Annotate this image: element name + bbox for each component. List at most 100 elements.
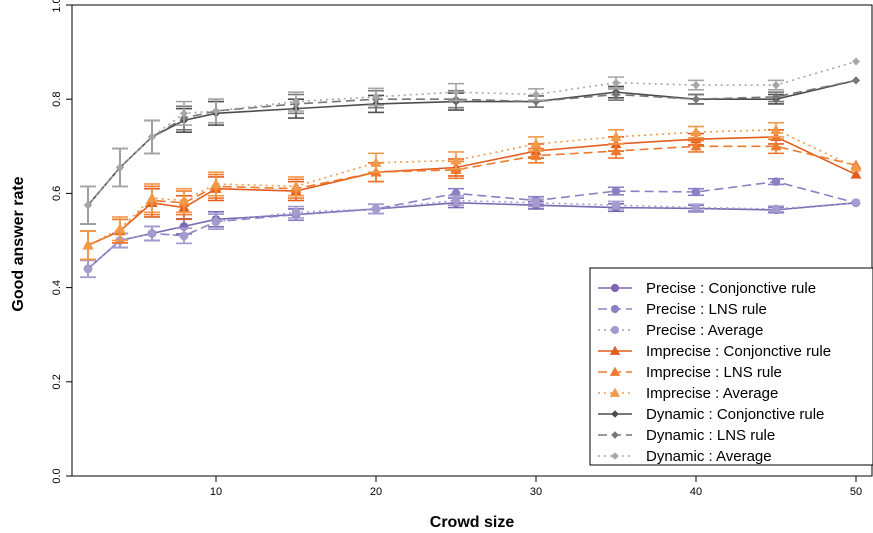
y-tick-label: 0.8	[51, 92, 63, 107]
legend-label: Precise : LNS rule	[646, 301, 767, 318]
legend-box	[589, 267, 873, 466]
series-line	[87, 60, 857, 206]
data-point-marker	[610, 131, 622, 142]
y-tick-label: 0.4	[51, 280, 63, 295]
legend-entry: Precise : LNS rule	[598, 301, 767, 318]
legend-entry: Precise : Conjonctive rule	[598, 280, 816, 297]
legend-label: Dynamic : LNS rule	[646, 427, 775, 444]
data-point-marker	[180, 109, 188, 118]
x-tick-label: 30	[530, 486, 542, 498]
data-point-marker	[852, 57, 860, 66]
series-0	[80, 197, 861, 279]
data-point-marker	[611, 186, 621, 196]
legend-label: Imprecise : LNS rule	[646, 364, 782, 381]
data-point-marker	[612, 90, 620, 99]
data-point-marker	[452, 88, 460, 97]
data-point-marker	[771, 177, 781, 186]
legend-entry: Imprecise : Average	[598, 385, 778, 402]
data-point-marker	[210, 178, 222, 189]
data-point-marker	[690, 140, 702, 151]
plot-frame	[71, 4, 873, 477]
data-point-marker	[691, 203, 701, 212]
legend-entry: Dynamic : Average	[598, 448, 772, 465]
data-point-marker	[82, 239, 94, 250]
legend-label: Precise : Average	[646, 322, 763, 339]
data-point-marker	[692, 95, 700, 104]
data-point-marker	[530, 138, 542, 149]
data-point-marker	[532, 90, 540, 99]
data-point-marker	[211, 217, 221, 226]
data-point-marker	[84, 201, 92, 210]
data-point-marker	[83, 264, 93, 274]
data-point-marker	[148, 132, 156, 141]
data-point-marker	[772, 92, 780, 101]
data-point-marker	[610, 325, 620, 335]
series-1	[80, 177, 861, 279]
series-8	[80, 57, 860, 225]
data-point-marker	[691, 187, 701, 197]
series-line	[87, 199, 857, 270]
y-tick-label: 0.6	[51, 186, 63, 201]
data-point-marker	[530, 150, 542, 160]
series-5	[80, 121, 862, 261]
data-point-marker	[292, 97, 300, 106]
data-point-marker	[450, 154, 462, 165]
data-point-marker	[370, 157, 382, 167]
data-point-marker	[850, 169, 862, 179]
data-point-marker	[291, 207, 301, 217]
legend-label: Dynamic : Conjonctive rule	[646, 406, 824, 423]
data-point-marker	[609, 345, 621, 355]
series-line	[87, 202, 857, 270]
legend-label: Dynamic : Average	[646, 448, 772, 465]
y-tick-label: 0.2	[51, 374, 63, 389]
data-point-marker	[610, 283, 620, 293]
data-point-marker	[611, 200, 621, 210]
data-point-marker	[531, 198, 541, 208]
data-point-marker	[770, 124, 782, 134]
data-point-marker	[690, 126, 702, 137]
data-point-marker	[611, 431, 619, 439]
data-point-marker	[116, 163, 124, 172]
x-tick-label: 20	[370, 486, 382, 498]
data-point-marker	[772, 81, 780, 90]
y-axis-title: Good answer rate	[10, 176, 27, 311]
series-line	[87, 180, 857, 270]
data-point-marker	[451, 196, 461, 205]
data-point-marker	[609, 366, 621, 376]
series-7	[80, 76, 860, 225]
data-point-marker	[114, 223, 126, 233]
data-point-marker	[770, 140, 782, 151]
data-point-marker	[611, 452, 619, 460]
legend-entry: Imprecise : Conjonctive rule	[598, 343, 831, 360]
series-2	[80, 194, 861, 279]
legend-entry: Imprecise : LNS rule	[598, 364, 782, 381]
data-point-marker	[610, 304, 620, 314]
data-point-marker	[611, 410, 619, 418]
x-tick-label: 10	[210, 486, 222, 498]
data-point-marker	[179, 231, 189, 241]
data-point-marker	[290, 180, 302, 191]
data-point-marker	[610, 145, 622, 156]
y-tick-label: 0.0	[51, 468, 63, 483]
data-point-marker	[146, 192, 158, 203]
x-tick-label: 40	[690, 486, 702, 498]
legend-entry: Precise : Average	[598, 322, 763, 339]
data-point-marker	[371, 204, 381, 214]
data-point-marker	[212, 106, 220, 115]
legend-entry: Dynamic : Conjonctive rule	[598, 406, 824, 423]
data-point-marker	[609, 387, 621, 397]
data-point-marker	[692, 81, 700, 90]
legend-label: Imprecise : Average	[646, 385, 778, 402]
data-point-marker	[771, 204, 781, 214]
legend-label: Imprecise : Conjonctive rule	[646, 343, 831, 360]
data-point-marker	[612, 78, 620, 87]
data-point-marker	[851, 198, 861, 208]
data-point-marker	[147, 229, 157, 238]
legend-entry: Dynamic : LNS rule	[598, 427, 775, 444]
data-point-marker	[852, 76, 860, 85]
data-point-marker	[850, 161, 862, 172]
x-axis-title: Crowd size	[430, 514, 515, 531]
x-tick-label: 50	[850, 486, 862, 498]
data-point-marker	[372, 92, 380, 101]
